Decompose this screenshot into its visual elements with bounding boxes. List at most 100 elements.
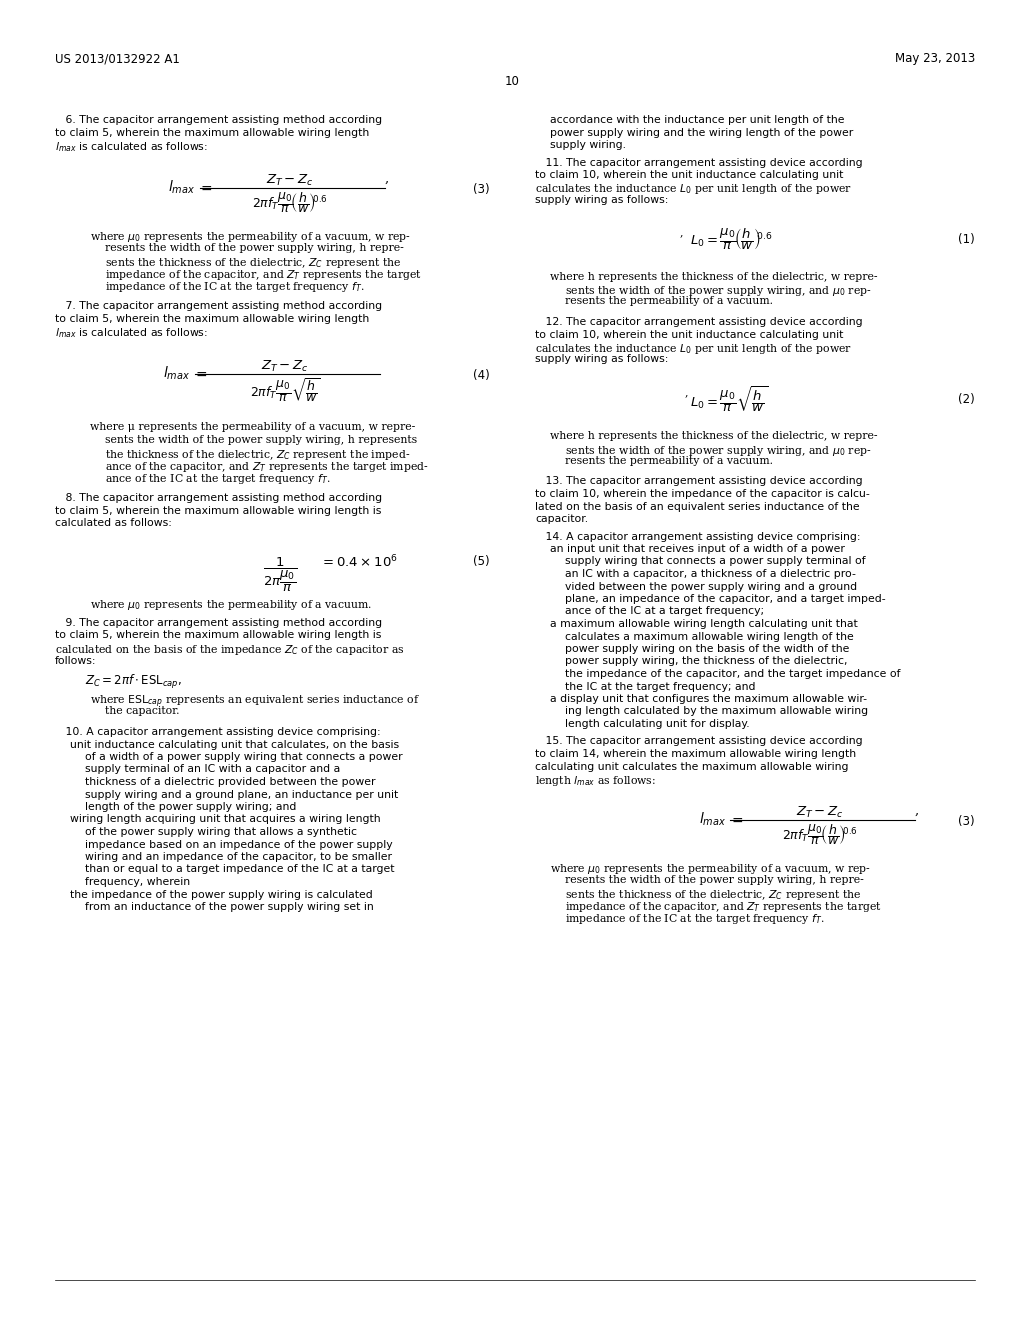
Text: ance of the IC at a target frequency;: ance of the IC at a target frequency; <box>565 606 764 616</box>
Text: ance of the capacitor, and $Z_T$ represents the target imped-: ance of the capacitor, and $Z_T$ represe… <box>105 459 429 474</box>
Text: $l_{max}$: $l_{max}$ <box>698 810 726 828</box>
Text: than or equal to a target impedance of the IC at a target: than or equal to a target impedance of t… <box>85 865 394 874</box>
Text: (2): (2) <box>958 393 975 407</box>
Text: $=$: $=$ <box>198 181 213 194</box>
Text: $2\pi f_T \dfrac{\mu_0}{\pi}\!\left(\dfrac{h}{w}\right)^{\!\!0.6}$: $2\pi f_T \dfrac{\mu_0}{\pi}\!\left(\dfr… <box>252 190 328 215</box>
Text: sents the width of the power supply wiring, h represents: sents the width of the power supply wiri… <box>105 436 417 445</box>
Text: follows:: follows: <box>55 656 96 665</box>
Text: plane, an impedance of the capacitor, and a target imped-: plane, an impedance of the capacitor, an… <box>565 594 886 605</box>
Text: $Z_T - Z_c$: $Z_T - Z_c$ <box>266 173 313 187</box>
Text: sents the thickness of the dielectric, $Z_C$ represent the: sents the thickness of the dielectric, $… <box>565 887 861 902</box>
Text: resents the width of the power supply wiring, h repre-: resents the width of the power supply wi… <box>105 243 403 253</box>
Text: 14. A capacitor arrangement assisting device comprising:: 14. A capacitor arrangement assisting de… <box>535 532 860 541</box>
Text: sents the thickness of the dielectric, $Z_C$ represent the: sents the thickness of the dielectric, $… <box>105 256 401 269</box>
Text: $=$: $=$ <box>193 367 208 380</box>
Text: vided between the power supply wiring and a ground: vided between the power supply wiring an… <box>565 582 857 591</box>
Text: unit inductance calculating unit that calculates, on the basis: unit inductance calculating unit that ca… <box>70 739 399 750</box>
Text: impedance of the capacitor, and $Z_T$ represents the target: impedance of the capacitor, and $Z_T$ re… <box>565 900 882 913</box>
Text: the capacitor.: the capacitor. <box>105 706 179 717</box>
Text: accordance with the inductance per unit length of the: accordance with the inductance per unit … <box>550 115 845 125</box>
Text: supply wiring as follows:: supply wiring as follows: <box>535 355 669 364</box>
Text: capacitor.: capacitor. <box>535 513 588 524</box>
Text: (1): (1) <box>958 234 975 247</box>
Text: ,: , <box>385 172 389 185</box>
Text: length calculating unit for display.: length calculating unit for display. <box>565 719 750 729</box>
Text: sents the width of the power supply wiring, and $\mu_0$ rep-: sents the width of the power supply wiri… <box>565 284 871 298</box>
Text: supply wiring as follows:: supply wiring as follows: <box>535 195 669 205</box>
Text: to claim 5, wherein the maximum allowable wiring length is: to claim 5, wherein the maximum allowabl… <box>55 506 381 516</box>
Text: power supply wiring, the thickness of the dielectric,: power supply wiring, the thickness of th… <box>565 656 848 667</box>
Text: where μ represents the permeability of a vacuum, w repre-: where μ represents the permeability of a… <box>90 422 416 433</box>
Text: frequency, wherein: frequency, wherein <box>85 876 190 887</box>
Text: where h represents the thickness of the dielectric, w repre-: where h represents the thickness of the … <box>550 272 878 281</box>
Text: $Z_C = 2\pi f \cdot \mathrm{ESL}_{cap},$: $Z_C = 2\pi f \cdot \mathrm{ESL}_{cap},$ <box>85 673 182 690</box>
Text: where $\mu_0$ represents the permeability of a vacuum.: where $\mu_0$ represents the permeabilit… <box>90 598 372 611</box>
Text: US 2013/0132922 A1: US 2013/0132922 A1 <box>55 51 180 65</box>
Text: of the power supply wiring that allows a synthetic: of the power supply wiring that allows a… <box>85 828 357 837</box>
Text: $2\pi f_T \dfrac{\mu_0}{\pi}\!\left(\dfrac{h}{w}\right)^{\!\!0.6}$: $2\pi f_T \dfrac{\mu_0}{\pi}\!\left(\dfr… <box>782 822 858 847</box>
Text: resents the permeability of a vacuum.: resents the permeability of a vacuum. <box>565 455 773 466</box>
Text: $l_{max}$ is calculated as follows:: $l_{max}$ is calculated as follows: <box>55 326 208 339</box>
Text: supply wiring that connects a power supply terminal of: supply wiring that connects a power supp… <box>565 557 865 566</box>
Text: $l_{max}$: $l_{max}$ <box>163 364 190 383</box>
Text: power supply wiring and the wiring length of the power: power supply wiring and the wiring lengt… <box>550 128 853 137</box>
Text: a display unit that configures the maximum allowable wir-: a display unit that configures the maxim… <box>550 694 867 704</box>
Text: wiring and an impedance of the capacitor, to be smaller: wiring and an impedance of the capacitor… <box>85 851 392 862</box>
Text: ,: , <box>680 227 683 238</box>
Text: 10. A capacitor arrangement assisting device comprising:: 10. A capacitor arrangement assisting de… <box>55 727 381 737</box>
Text: impedance based on an impedance of the power supply: impedance based on an impedance of the p… <box>85 840 392 850</box>
Text: ,: , <box>685 387 688 397</box>
Text: $Z_T - Z_c$: $Z_T - Z_c$ <box>261 359 309 374</box>
Text: 10: 10 <box>505 75 519 88</box>
Text: an input unit that receives input of a width of a power: an input unit that receives input of a w… <box>550 544 845 554</box>
Text: the impedance of the power supply wiring is calculated: the impedance of the power supply wiring… <box>70 890 373 899</box>
Text: to claim 10, wherein the unit inductance calculating unit: to claim 10, wherein the unit inductance… <box>535 330 844 339</box>
Text: $\dfrac{1}{2\pi\dfrac{\mu_0}{\pi}}$: $\dfrac{1}{2\pi\dfrac{\mu_0}{\pi}}$ <box>262 556 297 594</box>
Text: May 23, 2013: May 23, 2013 <box>895 51 975 65</box>
Text: $=$: $=$ <box>729 813 743 826</box>
Text: 6. The capacitor arrangement assisting method according: 6. The capacitor arrangement assisting m… <box>55 115 382 125</box>
Text: (5): (5) <box>473 554 490 568</box>
Text: supply terminal of an IC with a capacitor and a: supply terminal of an IC with a capacito… <box>85 764 340 775</box>
Text: $L_0 = \dfrac{\mu_0}{\pi}\sqrt{\dfrac{h}{w}}$: $L_0 = \dfrac{\mu_0}{\pi}\sqrt{\dfrac{h}… <box>690 385 768 414</box>
Text: impedance of the IC at the target frequency $f_T$.: impedance of the IC at the target freque… <box>105 281 365 294</box>
Text: impedance of the IC at the target frequency $f_T$.: impedance of the IC at the target freque… <box>565 912 824 927</box>
Text: length of the power supply wiring; and: length of the power supply wiring; and <box>85 803 296 812</box>
Text: $l_{max}$ is calculated as follows:: $l_{max}$ is calculated as follows: <box>55 140 208 154</box>
Text: supply wiring and a ground plane, an inductance per unit: supply wiring and a ground plane, an ind… <box>85 789 398 800</box>
Text: power supply wiring on the basis of the width of the: power supply wiring on the basis of the … <box>565 644 849 653</box>
Text: to claim 14, wherein the maximum allowable wiring length: to claim 14, wherein the maximum allowab… <box>535 748 856 759</box>
Text: where $\mu_0$ represents the permeability of a vacuum, w rep-: where $\mu_0$ represents the permeabilit… <box>90 231 411 244</box>
Text: 9. The capacitor arrangement assisting method according: 9. The capacitor arrangement assisting m… <box>55 618 382 628</box>
Text: 11. The capacitor arrangement assisting device according: 11. The capacitor arrangement assisting … <box>535 157 862 168</box>
Text: sents the width of the power supply wiring, and $\mu_0$ rep-: sents the width of the power supply wiri… <box>565 444 871 458</box>
Text: where $\mathrm{ESL}_{cap}$ represents an equivalent series inductance of: where $\mathrm{ESL}_{cap}$ represents an… <box>90 694 420 710</box>
Text: calculated as follows:: calculated as follows: <box>55 517 172 528</box>
Text: to claim 10, wherein the unit inductance calculating unit: to claim 10, wherein the unit inductance… <box>535 170 844 180</box>
Text: 8. The capacitor arrangement assisting method according: 8. The capacitor arrangement assisting m… <box>55 492 382 503</box>
Text: to claim 10, wherein the impedance of the capacitor is calcu-: to claim 10, wherein the impedance of th… <box>535 488 869 499</box>
Text: where $\mu_0$ represents the permeability of a vacuum, w rep-: where $\mu_0$ represents the permeabilit… <box>550 862 871 876</box>
Text: (3): (3) <box>958 814 975 828</box>
Text: a maximum allowable wiring length calculating unit that: a maximum allowable wiring length calcul… <box>550 619 858 630</box>
Text: 13. The capacitor arrangement assisting device according: 13. The capacitor arrangement assisting … <box>535 477 862 487</box>
Text: (4): (4) <box>473 368 490 381</box>
Text: 12. The capacitor arrangement assisting device according: 12. The capacitor arrangement assisting … <box>535 317 862 327</box>
Text: wiring length acquiring unit that acquires a wiring length: wiring length acquiring unit that acquir… <box>70 814 381 825</box>
Text: calculates the inductance $L_0$ per unit length of the power: calculates the inductance $L_0$ per unit… <box>535 182 852 197</box>
Text: from an inductance of the power supply wiring set in: from an inductance of the power supply w… <box>85 902 374 912</box>
Text: thickness of a dielectric provided between the power: thickness of a dielectric provided betwe… <box>85 777 376 787</box>
Text: lated on the basis of an equivalent series inductance of the: lated on the basis of an equivalent seri… <box>535 502 859 511</box>
Text: resents the permeability of a vacuum.: resents the permeability of a vacuum. <box>565 297 773 306</box>
Text: resents the width of the power supply wiring, h repre-: resents the width of the power supply wi… <box>565 875 864 884</box>
Text: calculated on the basis of the impedance $Z_C$ of the capacitor as: calculated on the basis of the impedance… <box>55 643 404 657</box>
Text: ing length calculated by the maximum allowable wiring: ing length calculated by the maximum all… <box>565 706 868 717</box>
Text: calculates the inductance $L_0$ per unit length of the power: calculates the inductance $L_0$ per unit… <box>535 342 852 356</box>
Text: the IC at the target frequency; and: the IC at the target frequency; and <box>565 681 756 692</box>
Text: calculates a maximum allowable wiring length of the: calculates a maximum allowable wiring le… <box>565 631 854 642</box>
Text: where h represents the thickness of the dielectric, w repre-: where h represents the thickness of the … <box>550 432 878 441</box>
Text: $2\pi f_T \dfrac{\mu_0}{\pi}\sqrt{\dfrac{h}{w}}$: $2\pi f_T \dfrac{\mu_0}{\pi}\sqrt{\dfrac… <box>250 376 321 404</box>
Text: to claim 5, wherein the maximum allowable wiring length: to claim 5, wherein the maximum allowabl… <box>55 128 370 137</box>
Text: (3): (3) <box>473 182 490 195</box>
Text: $L_0 = \dfrac{\mu_0}{\pi}\!\left(\dfrac{h}{w}\right)^{\!\!0.6}$: $L_0 = \dfrac{\mu_0}{\pi}\!\left(\dfrac{… <box>690 226 773 252</box>
